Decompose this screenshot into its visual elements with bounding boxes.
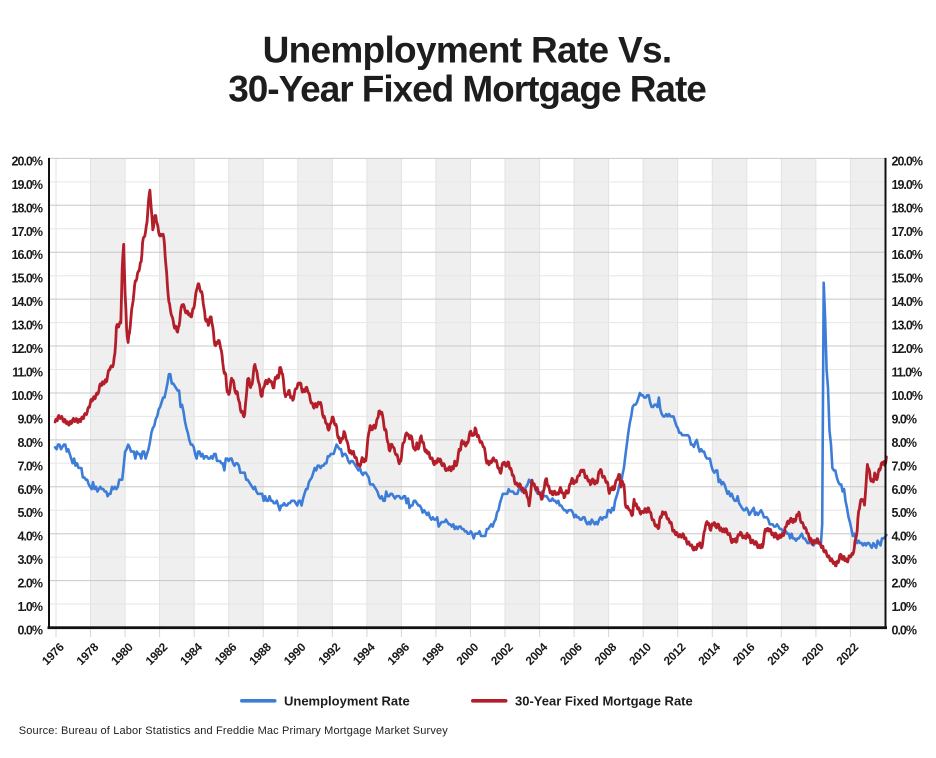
svg-text:20.0%: 20.0% [892, 154, 923, 168]
svg-text:8.0%: 8.0% [892, 436, 917, 450]
svg-text:7.0%: 7.0% [18, 459, 43, 473]
svg-text:15.0%: 15.0% [12, 272, 43, 286]
svg-text:13.0%: 13.0% [12, 319, 43, 333]
svg-text:9.0%: 9.0% [892, 412, 917, 426]
svg-text:3.0%: 3.0% [18, 553, 43, 567]
svg-text:12.0%: 12.0% [892, 342, 923, 356]
svg-text:0.0%: 0.0% [18, 624, 43, 638]
svg-text:17.0%: 17.0% [12, 225, 43, 239]
svg-text:2.0%: 2.0% [18, 577, 43, 591]
svg-text:30-Year Fixed Mortgage Rate: 30-Year Fixed Mortgage Rate [515, 694, 693, 709]
svg-text:18.0%: 18.0% [12, 201, 43, 215]
svg-text:4.0%: 4.0% [18, 530, 43, 544]
svg-text:8.0%: 8.0% [18, 436, 43, 450]
svg-text:15.0%: 15.0% [892, 272, 923, 286]
svg-text:19.0%: 19.0% [12, 178, 43, 192]
svg-text:10.0%: 10.0% [892, 389, 923, 403]
svg-text:10.0%: 10.0% [12, 389, 43, 403]
svg-text:Unemployment Rate: Unemployment Rate [284, 694, 410, 709]
svg-text:19.0%: 19.0% [892, 178, 923, 192]
svg-text:1.0%: 1.0% [18, 600, 43, 614]
svg-text:1.0%: 1.0% [892, 600, 917, 614]
svg-text:5.0%: 5.0% [18, 506, 43, 520]
svg-text:Unemployment Rate Vs.: Unemployment Rate Vs. [263, 30, 672, 71]
svg-text:11.0%: 11.0% [892, 366, 923, 380]
svg-text:5.0%: 5.0% [892, 506, 917, 520]
svg-text:16.0%: 16.0% [12, 248, 43, 262]
svg-text:4.0%: 4.0% [892, 530, 917, 544]
svg-text:18.0%: 18.0% [892, 201, 923, 215]
svg-text:16.0%: 16.0% [892, 248, 923, 262]
svg-text:14.0%: 14.0% [12, 295, 43, 309]
svg-text:7.0%: 7.0% [892, 459, 917, 473]
svg-text:13.0%: 13.0% [892, 319, 923, 333]
svg-text:20.0%: 20.0% [12, 154, 43, 168]
svg-text:2.0%: 2.0% [892, 577, 917, 591]
svg-text:6.0%: 6.0% [18, 483, 43, 497]
svg-text:6.0%: 6.0% [892, 483, 917, 497]
svg-text:12.0%: 12.0% [12, 342, 43, 356]
svg-text:17.0%: 17.0% [892, 225, 923, 239]
svg-text:0.0%: 0.0% [892, 624, 917, 638]
svg-text:11.0%: 11.0% [12, 366, 43, 380]
svg-text:3.0%: 3.0% [892, 553, 917, 567]
svg-text:30-Year Fixed Mortgage Rate: 30-Year Fixed Mortgage Rate [228, 69, 706, 110]
svg-text:14.0%: 14.0% [892, 295, 923, 309]
svg-text:9.0%: 9.0% [18, 412, 43, 426]
svg-text:Source: Bureau of Labor Statis: Source: Bureau of Labor Statistics and F… [19, 725, 448, 737]
